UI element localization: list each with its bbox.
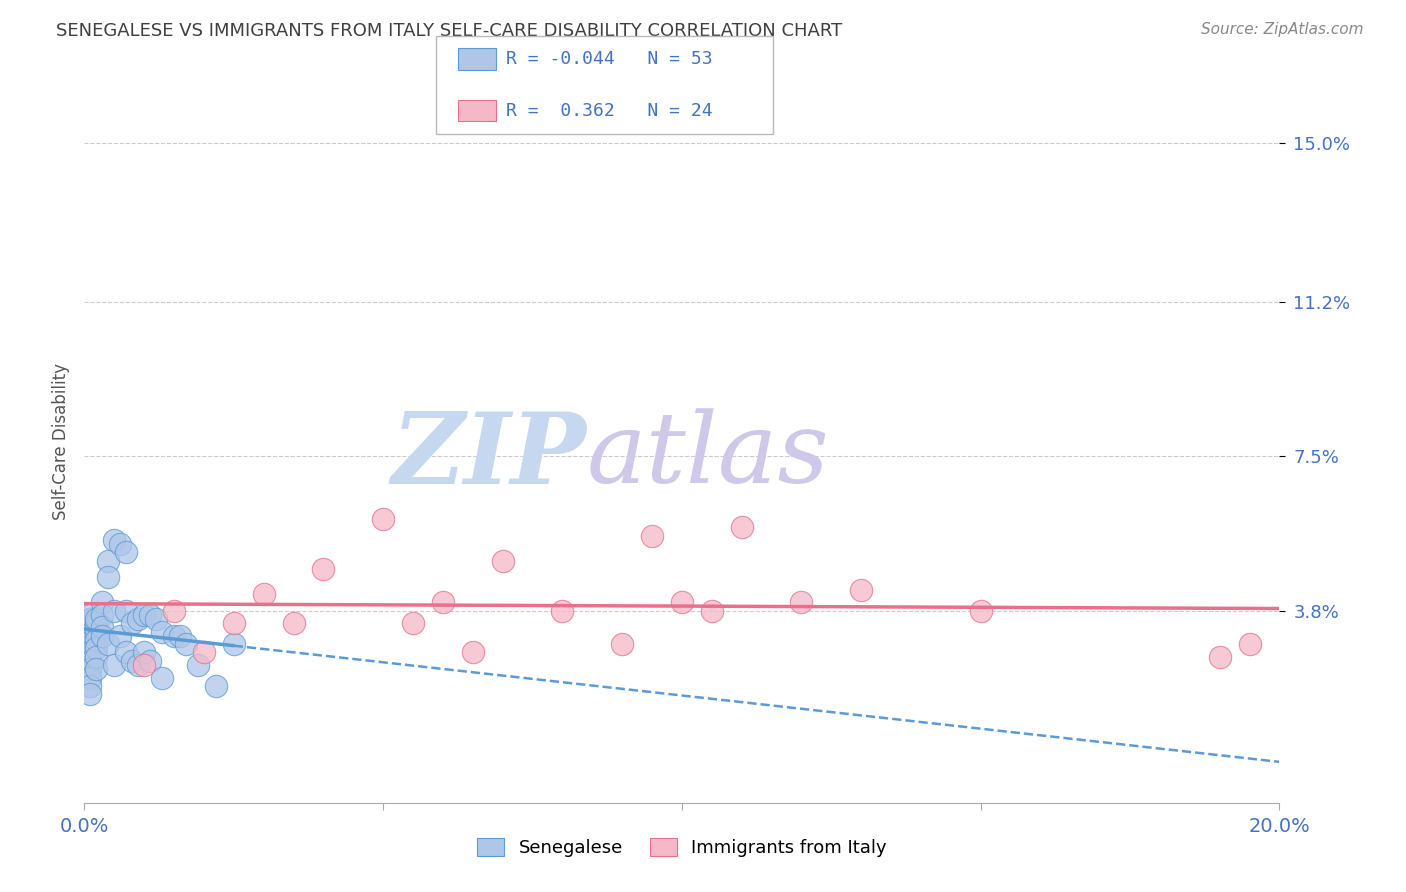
Point — [132, 645, 156, 659]
Point — [169, 629, 191, 643]
Point — [127, 612, 149, 626]
Point — [132, 607, 156, 622]
Point — [139, 607, 162, 622]
Point — [790, 595, 813, 609]
Point — [731, 520, 754, 534]
Point — [103, 657, 125, 672]
Point — [139, 654, 162, 668]
Text: R = -0.044   N = 53: R = -0.044 N = 53 — [506, 50, 713, 68]
Point — [79, 612, 101, 626]
Point — [121, 654, 143, 668]
Point — [97, 637, 120, 651]
Point — [222, 616, 245, 631]
Point — [283, 616, 305, 631]
Point — [373, 512, 395, 526]
Point — [97, 570, 120, 584]
Point — [1209, 649, 1232, 664]
Text: ZIP: ZIP — [391, 408, 586, 504]
Point — [86, 620, 108, 634]
Point — [79, 662, 101, 676]
Point — [132, 657, 156, 672]
Point — [103, 604, 125, 618]
Point — [79, 679, 101, 693]
Point — [145, 612, 167, 626]
Point — [79, 616, 101, 631]
Point — [492, 553, 515, 567]
Point — [91, 607, 114, 622]
Point — [205, 679, 228, 693]
Y-axis label: Self-Care Disability: Self-Care Disability — [52, 363, 70, 520]
Point — [121, 616, 143, 631]
Point — [150, 671, 173, 685]
Point — [461, 645, 484, 659]
Text: atlas: atlas — [586, 409, 830, 504]
Point — [641, 528, 664, 542]
Point — [187, 657, 209, 672]
Point — [110, 629, 132, 643]
Point — [174, 637, 197, 651]
Point — [851, 582, 873, 597]
Point — [193, 645, 215, 659]
Point — [115, 604, 138, 618]
Point — [79, 645, 101, 659]
Point — [86, 624, 108, 639]
Point — [79, 637, 101, 651]
Point — [79, 612, 101, 626]
Point — [91, 629, 114, 643]
Point — [970, 604, 993, 618]
Point — [115, 545, 138, 559]
Point — [79, 671, 101, 685]
Legend: Senegalese, Immigrants from Italy: Senegalese, Immigrants from Italy — [468, 829, 896, 866]
Point — [86, 662, 108, 676]
Point — [79, 654, 101, 668]
Point — [312, 562, 335, 576]
Point — [150, 624, 173, 639]
Point — [97, 553, 120, 567]
Point — [253, 587, 276, 601]
Point — [79, 629, 101, 643]
Point — [91, 595, 114, 609]
Point — [115, 645, 138, 659]
Point — [103, 533, 125, 547]
Point — [79, 620, 101, 634]
Point — [110, 537, 132, 551]
Point — [551, 604, 574, 618]
Point — [700, 604, 723, 618]
Point — [671, 595, 693, 609]
Point — [79, 687, 101, 701]
Point — [163, 629, 186, 643]
Text: Source: ZipAtlas.com: Source: ZipAtlas.com — [1201, 22, 1364, 37]
Point — [91, 620, 114, 634]
Text: SENEGALESE VS IMMIGRANTS FROM ITALY SELF-CARE DISABILITY CORRELATION CHART: SENEGALESE VS IMMIGRANTS FROM ITALY SELF… — [56, 22, 842, 40]
Point — [127, 657, 149, 672]
Point — [79, 607, 101, 622]
Point — [86, 641, 108, 656]
Point — [86, 616, 108, 631]
Point — [402, 616, 425, 631]
Point — [86, 612, 108, 626]
Point — [612, 637, 634, 651]
Point — [163, 604, 186, 618]
Point — [86, 649, 108, 664]
Point — [222, 637, 245, 651]
Point — [1239, 637, 1261, 651]
Text: R =  0.362   N = 24: R = 0.362 N = 24 — [506, 102, 713, 120]
Point — [432, 595, 454, 609]
Point — [86, 632, 108, 647]
